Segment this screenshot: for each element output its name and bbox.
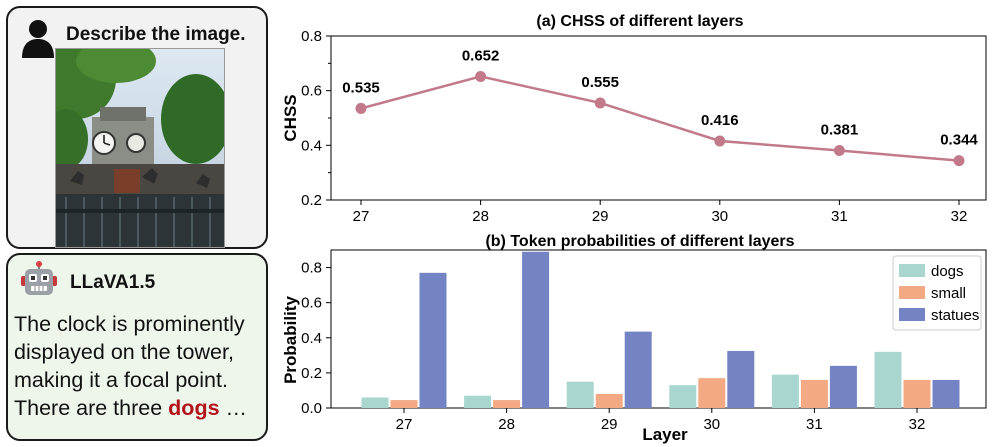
assistant-response: The clock is prominently displayed on th…: [14, 310, 266, 422]
chss-data-point: [594, 97, 606, 109]
input-photo: [55, 48, 225, 248]
bar-statues: [624, 331, 652, 408]
bar-small: [595, 393, 623, 408]
bar-statues: [932, 379, 960, 408]
legend-box: [892, 255, 982, 331]
chss-data-label: 0.555: [581, 74, 619, 91]
y-tick-label: 0.6: [301, 83, 322, 100]
bar-dogs: [566, 381, 594, 408]
chart-b-plot-area: [330, 249, 987, 409]
chss-data-point: [953, 155, 965, 167]
chss-series-line: [360, 75, 960, 162]
x-tick-label: 29: [592, 208, 609, 225]
legend-label-statues: statues: [931, 307, 979, 324]
chss-data-label: 0.344: [940, 132, 978, 149]
x-tick-label: 31: [831, 208, 848, 225]
y-tick-label: 0.8: [301, 260, 322, 277]
response-text: There are three: [14, 396, 169, 420]
chss-data-point: [833, 145, 845, 157]
robot-icon: [21, 261, 57, 295]
x-tick-label: 28: [472, 208, 489, 225]
x-tick-label: 32: [951, 208, 968, 225]
assistant-message-panel: LLaVA1.5 The clock is prominently displa…: [6, 253, 268, 441]
x-tick-label: 31: [806, 416, 823, 433]
chss-data-label: 0.416: [701, 112, 739, 129]
bar-dogs: [361, 397, 389, 408]
y-tick-label: 0.8: [301, 28, 322, 45]
user-prompt: Describe the image.: [66, 24, 246, 45]
bar-statues: [829, 365, 857, 408]
bar-dogs: [771, 374, 799, 408]
chart-a-plot-area: [330, 35, 987, 201]
response-line: displayed on the tower,: [14, 340, 234, 364]
chart-b-ylabel: Probability: [281, 296, 300, 384]
chart-b-title: (b) Token probabilities of different lay…: [485, 233, 794, 250]
bar-small: [903, 379, 931, 408]
user-avatar-icon: [22, 20, 54, 58]
response-ellipsis: …: [219, 396, 248, 420]
bar-dogs: [464, 395, 492, 408]
legend: dogs small statues: [892, 255, 982, 331]
chss-data-label: 0.381: [821, 122, 859, 139]
clock-tower-photo: [56, 49, 224, 247]
response-line: making it a focal point.: [14, 368, 228, 392]
user-message-panel: Describe the image.: [6, 6, 268, 249]
chart-b-xlabel: Layer: [642, 425, 688, 444]
hallucinated-word: dogs: [168, 396, 220, 420]
x-tick-label: 28: [498, 416, 515, 433]
bar-statues: [419, 272, 447, 408]
chart-a-marks: 0.2 0.4 0.6 0.8 27 28 29 30 31 32 0.535 0.652 0.555 0…: [301, 28, 978, 225]
response-line: There are three dogs …: [14, 394, 266, 422]
bar-small: [800, 379, 828, 408]
bar-statues: [727, 350, 755, 408]
legend-swatch-small: [899, 286, 925, 299]
x-tick-label: 29: [601, 416, 618, 433]
bar-dogs: [874, 351, 902, 408]
model-name: LLaVA1.5: [70, 272, 156, 293]
chss-data-label: 0.652: [462, 47, 500, 64]
y-tick-label: 0.4: [301, 330, 322, 347]
y-tick-label: 0.6: [301, 295, 322, 312]
chss-data-point: [475, 70, 487, 82]
x-tick-label: 27: [396, 416, 413, 433]
legend-label-small: small: [931, 285, 966, 302]
y-tick-label: 0.4: [301, 137, 322, 154]
bar-small: [493, 400, 521, 408]
y-tick-label: 0.2: [301, 192, 322, 209]
chart-a-ylabel: CHSS: [281, 94, 300, 141]
x-tick-label: 30: [711, 208, 728, 225]
chss-data-point: [714, 135, 726, 147]
response-line: The clock is prominently: [14, 312, 245, 336]
bar-dogs: [669, 385, 697, 408]
bar-statues: [522, 251, 550, 408]
legend-swatch-statues: [899, 308, 925, 321]
y-tick-label: 0.0: [301, 400, 322, 417]
x-tick-label: 27: [353, 208, 370, 225]
bar-small: [390, 400, 418, 408]
y-tick-label: 0.2: [301, 365, 322, 382]
chss-data-label: 0.535: [342, 79, 380, 96]
x-tick-label: 30: [703, 416, 720, 433]
legend-swatch-dogs: [899, 264, 925, 277]
chss-data-point: [355, 102, 367, 114]
bar-small: [698, 378, 726, 408]
legend-label-dogs: dogs: [931, 263, 964, 280]
x-tick-label: 32: [909, 416, 926, 433]
chart-b-marks: 0.0 0.2 0.4 0.6 0.8 27 28 29 30 31 32 dogs small stat…: [301, 251, 982, 433]
chart-a-title: (a) CHSS of different layers: [536, 13, 743, 30]
